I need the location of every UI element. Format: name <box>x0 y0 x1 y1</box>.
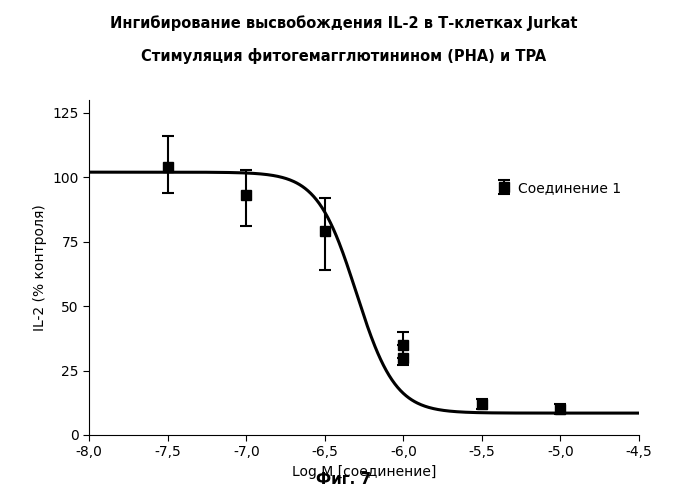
X-axis label: Log M [соединение]: Log M [соединение] <box>292 465 436 479</box>
Text: Фиг. 7: Фиг. 7 <box>316 472 371 488</box>
Legend: Соединение 1: Соединение 1 <box>495 180 621 194</box>
Text: Стимуляция фитогемагглютинином (PHA) и TPA: Стимуляция фитогемагглютинином (PHA) и T… <box>141 48 546 64</box>
Y-axis label: IL-2 (% контроля): IL-2 (% контроля) <box>33 204 47 331</box>
Text: Ингибирование высвобождения IL-2 в Т-клетках Jurkat: Ингибирование высвобождения IL-2 в Т-кле… <box>110 15 577 30</box>
